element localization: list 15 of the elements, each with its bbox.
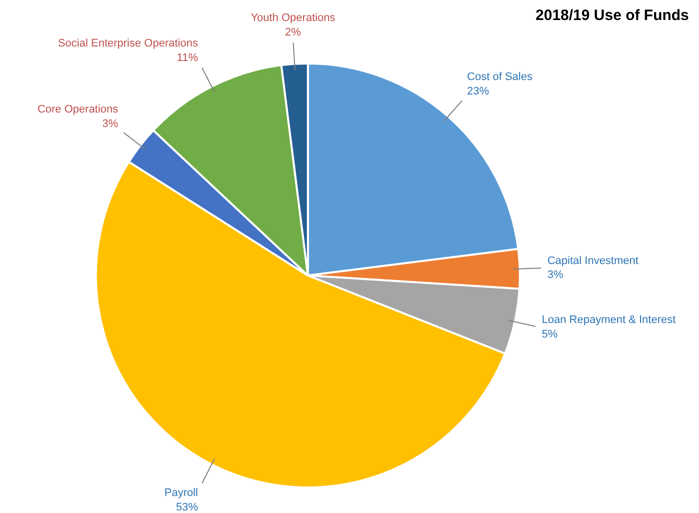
slice-label: Capital Investment: [547, 254, 638, 267]
data-label: 11%: [176, 52, 198, 64]
chart-title: 2018/19 Use of Funds: [536, 6, 689, 24]
data-label: 2%: [285, 26, 302, 39]
slice-label: Youth Operations: [250, 12, 336, 24]
data-label: 23%: [467, 85, 490, 98]
slice-label: Core Operations: [37, 104, 119, 116]
slice-label: Loan Repayment & Interest: [542, 314, 676, 326]
data-label: 53%: [176, 501, 198, 513]
data-label: 3%: [102, 118, 118, 130]
data-label: 5%: [542, 328, 558, 340]
slice-label: Cost of Sales: [467, 70, 533, 83]
data-label: 3%: [547, 269, 564, 282]
slice-label: Payroll: [164, 487, 198, 500]
slice-label: Social Enterprise Operations: [58, 38, 198, 50]
